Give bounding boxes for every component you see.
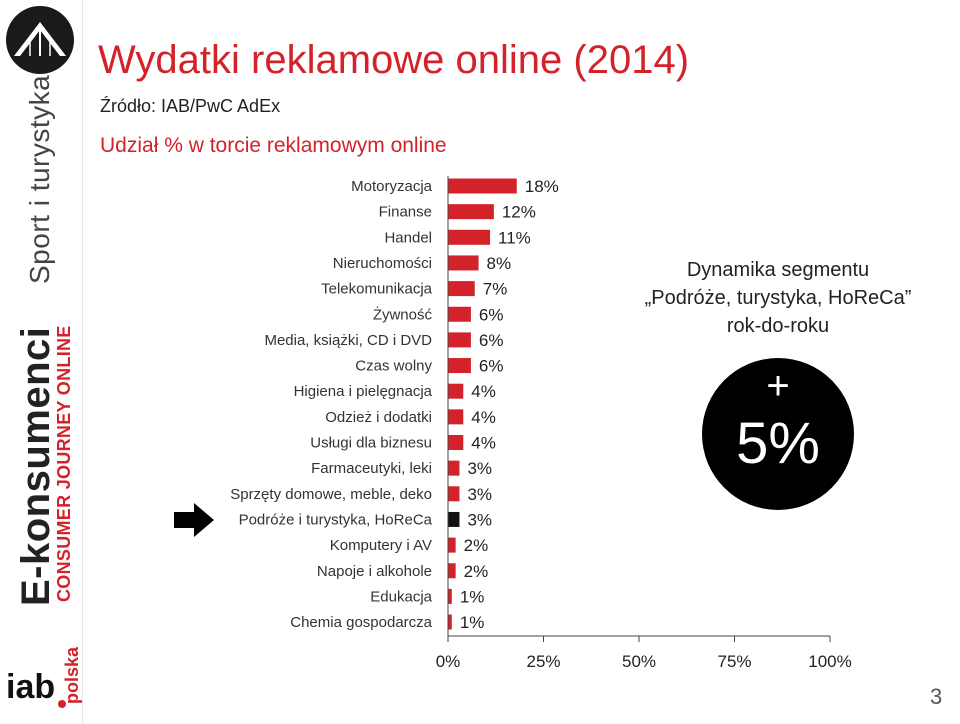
callout-line-1: Dynamika segmentu bbox=[686, 259, 870, 281]
bar bbox=[448, 255, 479, 271]
bar bbox=[448, 486, 460, 502]
category-label: Podróże i turystyka, HoReCa bbox=[239, 511, 433, 528]
category-label: Handel bbox=[384, 229, 432, 246]
value-label: 4% bbox=[471, 408, 496, 427]
value-label: 12% bbox=[502, 203, 536, 222]
category-label: Media, książki, CD i DVD bbox=[264, 332, 432, 349]
category-label: Nieruchomości bbox=[333, 255, 432, 272]
value-label: 6% bbox=[479, 357, 504, 376]
bar bbox=[448, 306, 471, 322]
bar bbox=[448, 229, 491, 245]
value-label: 3% bbox=[467, 459, 492, 478]
x-tick-label: 100% bbox=[808, 652, 851, 671]
bar bbox=[448, 588, 452, 604]
bar bbox=[448, 332, 471, 348]
value-label: 3% bbox=[467, 510, 492, 529]
value-label: 3% bbox=[467, 485, 492, 504]
category-label: Farmaceutyki, leki bbox=[311, 460, 432, 477]
x-tick-label: 25% bbox=[526, 652, 560, 671]
x-tick-label: 75% bbox=[717, 652, 751, 671]
value-label: 6% bbox=[479, 305, 504, 324]
bar bbox=[448, 614, 452, 630]
chart-subtitle: Udział % w torcie reklamowym online bbox=[100, 134, 447, 157]
tent-logo-icon bbox=[6, 6, 74, 74]
bar bbox=[448, 409, 464, 425]
x-tick-label: 0% bbox=[436, 652, 461, 671]
value-label: 2% bbox=[464, 536, 489, 555]
callout-line-3: rok-do-roku bbox=[726, 315, 830, 337]
source-note: Źródło: IAB/PwC AdEx bbox=[100, 96, 281, 116]
bar bbox=[448, 281, 475, 297]
value-labels: 18% 12% 11% 8% 7% 6% 6% 6% 4% 4% 4% 3% 3% 3% 2% 2% 1% 1% bbox=[460, 177, 559, 632]
bars bbox=[448, 178, 517, 630]
iab-logo-dot-icon bbox=[58, 700, 66, 708]
value-label: 1% bbox=[460, 613, 485, 632]
bar bbox=[448, 537, 456, 553]
bar bbox=[448, 358, 471, 374]
bar bbox=[448, 204, 494, 220]
slide-title: Wydatki reklamowe online (2014) bbox=[98, 38, 690, 82]
category-label: Finanse bbox=[379, 204, 432, 221]
category-label: Sprzęty domowe, meble, deko bbox=[230, 486, 432, 503]
iab-logo: iab bbox=[6, 668, 56, 706]
category-label: Komputery i AV bbox=[330, 537, 432, 554]
growth-value: 5% bbox=[736, 411, 820, 476]
value-label: 1% bbox=[460, 587, 485, 606]
bar bbox=[448, 460, 460, 476]
category-label: Napoje i alkohole bbox=[317, 563, 432, 580]
growth-sign: + bbox=[766, 364, 790, 408]
category-label: Żywność bbox=[373, 305, 433, 323]
callout-heading: Dynamika segmentu „Podróże, turystyka, H… bbox=[600, 256, 956, 340]
category-labels: Motoryzacja Finanse Handel Nieruchomości Tel… bbox=[230, 178, 432, 631]
category-label: Edukacja bbox=[370, 588, 432, 605]
bar bbox=[448, 178, 517, 194]
callout-line-2: „Podróże, turystyka, HoReCa” bbox=[644, 287, 912, 309]
category-label: Odzież i dodatki bbox=[325, 409, 432, 426]
category-label: Chemia gospodarcza bbox=[290, 614, 432, 631]
value-label: 6% bbox=[479, 331, 504, 350]
value-label: 4% bbox=[471, 434, 496, 453]
bar-highlighted bbox=[448, 511, 460, 527]
growth-badge: + 5% bbox=[702, 358, 854, 510]
value-label: 4% bbox=[471, 382, 496, 401]
category-label: Telekomunikacja bbox=[321, 281, 433, 298]
x-tick-label: 50% bbox=[622, 652, 656, 671]
x-axis: 0% 25% 50% 75% 100% bbox=[436, 176, 852, 671]
bar bbox=[448, 383, 464, 399]
category-label: Czas wolny bbox=[355, 358, 432, 375]
bar bbox=[448, 435, 464, 450]
arrow-right-icon bbox=[174, 503, 214, 537]
sidebar: Sport i turystyka E-konsumenci CONSUMER … bbox=[0, 0, 83, 724]
value-label: 8% bbox=[487, 254, 512, 273]
page-number: 3 bbox=[930, 684, 943, 709]
category-label: Usługi dla biznesu bbox=[310, 435, 432, 452]
value-label: 2% bbox=[464, 562, 489, 581]
value-label: 7% bbox=[483, 280, 508, 299]
bar bbox=[448, 563, 456, 579]
value-label: 18% bbox=[525, 177, 559, 196]
category-label: Motoryzacja bbox=[351, 178, 433, 195]
value-label: 11% bbox=[498, 228, 531, 247]
category-label: Higiena i pielęgnacja bbox=[294, 383, 433, 400]
